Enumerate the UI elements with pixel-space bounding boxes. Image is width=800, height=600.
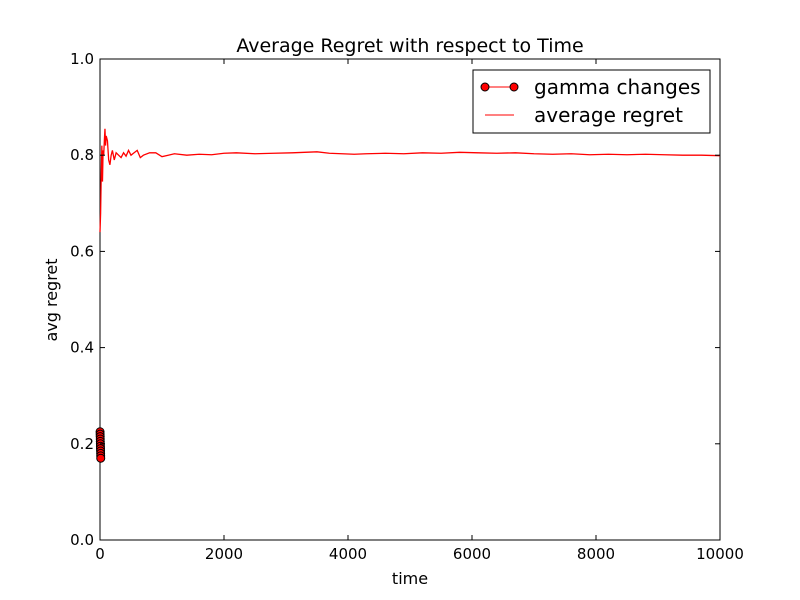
y-tick-label: 0.8 <box>70 146 94 164</box>
x-tick-label: 6000 <box>453 545 491 563</box>
x-tick-labels: 0 2000 4000 6000 8000 10000 <box>95 545 744 563</box>
legend-entry-gamma-changes: gamma changes <box>480 75 701 99</box>
legend: gamma changes average regret <box>472 69 711 134</box>
legend-entry-average-regret: average regret <box>485 103 683 127</box>
x-tick-label: 10000 <box>696 545 744 563</box>
y-tick-label: 0.6 <box>70 242 94 260</box>
x-tick-label: 0 <box>95 545 105 563</box>
y-tick-label: 0.0 <box>70 531 94 549</box>
ticks-layer <box>99 58 721 541</box>
legend-gamma-marker-right <box>509 82 519 92</box>
y-tick-labels: 0.0 0.2 0.4 0.6 0.8 1.0 <box>70 50 94 549</box>
x-tick-label: 8000 <box>577 545 615 563</box>
x-tick-label: 4000 <box>329 545 367 563</box>
legend-frame <box>472 69 711 134</box>
y-tick-label: 0.2 <box>70 435 94 453</box>
x-axis-title: time <box>392 569 428 588</box>
legend-label-gamma-changes: gamma changes <box>534 75 701 99</box>
gamma-changes-point <box>96 453 106 463</box>
legend-gamma-marker-left <box>480 82 490 92</box>
x-tick-label: 2000 <box>205 545 243 563</box>
plot-area <box>95 58 721 541</box>
y-axis-title: avg regret <box>42 258 61 341</box>
y-tick-label: 0.4 <box>70 339 94 357</box>
legend-label-average-regret: average regret <box>534 103 683 127</box>
plot-frame <box>99 58 721 541</box>
y-tick-label: 1.0 <box>70 50 94 68</box>
series-line-average-regret <box>99 128 721 233</box>
chart-title: Average Regret with respect to Time <box>236 35 583 57</box>
